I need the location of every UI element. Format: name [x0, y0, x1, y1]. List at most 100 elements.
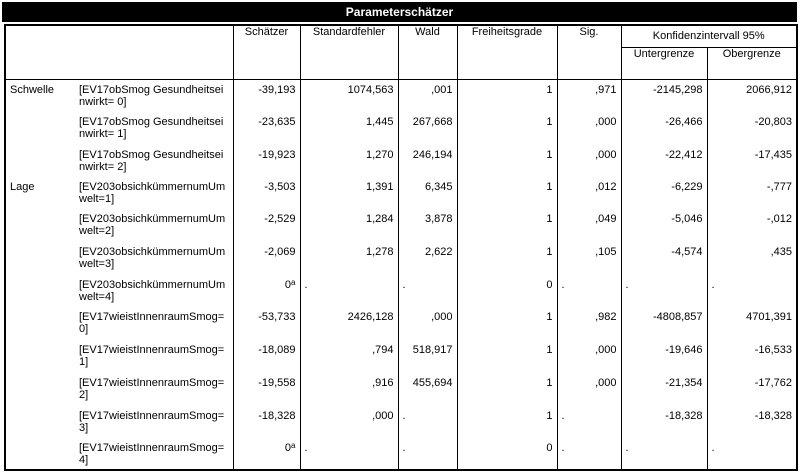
cell-ci-upper-text: -16,533 — [754, 344, 792, 356]
table-row: [EV17obSmog Gesundheitseinwirkt= 2] -19,9… — [5, 145, 797, 177]
table-body: Schwelle [EV17obSmog Gesundheitseinwirkt=… — [5, 79, 797, 470]
cell-wald-text: ,000 — [431, 311, 453, 323]
table-row: [EV17wieistInnenraumSmog=4] 0a.. 0... — [5, 438, 797, 470]
header-wald: Wald — [397, 25, 457, 80]
cell-estimate-text: -19,923 — [258, 149, 296, 161]
cell-std-error-text: . — [304, 279, 308, 291]
row-parameter-label-text: [EV17wieistInnenraumSmog=0] — [79, 311, 225, 335]
table-title: Parameterschätzer — [2, 2, 797, 22]
cell-estimate: -18,089 — [232, 340, 300, 373]
cell-sig: ,000 — [556, 145, 621, 177]
header-ci-lower: Untergrenze — [620, 47, 707, 80]
table-row: [EV17wieistInnenraumSmog=2] -19,558 ,916 45… — [5, 373, 797, 406]
cell-std-error-text: ,794 — [372, 344, 394, 356]
cell-wald: 6,345 — [397, 177, 457, 209]
parameter-table: Schätzer Standardfehler Wald Freiheitsgr… — [4, 24, 798, 471]
row-parameter-label: [EV203obsichkümmernumUmwelt=4] — [75, 275, 233, 307]
cell-df: 0 — [456, 275, 557, 307]
cell-sig: ,012 — [556, 177, 621, 209]
cell-std-error: . — [299, 438, 398, 470]
cell-std-error-text: 1,391 — [365, 181, 394, 193]
cell-estimate-text: 0 — [284, 279, 292, 291]
cell-sig: ,971 — [556, 79, 621, 112]
cell-ci-upper: -,012 — [706, 209, 797, 242]
row-parameter-label: [EV17wieistInnenraumSmog=0] — [75, 307, 233, 340]
row-group-label-text: Schwelle — [10, 83, 55, 96]
cell-ci-lower: -2145,298 — [620, 79, 707, 112]
cell-sig-text: . — [561, 410, 565, 422]
cell-estimate: -2,529 — [232, 209, 300, 242]
table-row: Lage [EV203obsichkümmernumUmwelt=1] -3,503… — [5, 177, 797, 209]
cell-sig-text: . — [561, 279, 565, 291]
cell-std-error: ,794 — [299, 340, 398, 373]
cell-estimate: -2,069 — [232, 242, 300, 275]
cell-std-error-text: 1,284 — [365, 213, 394, 225]
cell-ci-upper: -16,533 — [706, 340, 797, 373]
cell-std-error: ,000 — [299, 406, 398, 438]
cell-std-error: 1,270 — [299, 145, 398, 177]
cell-ci-upper-text: -18,328 — [754, 410, 792, 422]
row-group-label — [5, 112, 75, 145]
header-sig: Sig. — [556, 25, 621, 80]
table-row: [EV203obsichkümmernumUmwelt=3] -2,069 1,27… — [5, 242, 797, 275]
cell-sig: . — [556, 406, 621, 438]
cell-sig: ,000 — [556, 373, 621, 406]
cell-ci-lower-text: -6,229 — [671, 181, 703, 193]
cell-wald-text: 518,917 — [412, 344, 453, 356]
header-ci-upper: Obergrenze — [706, 47, 797, 80]
cell-ci-lower: . — [620, 438, 707, 470]
cell-ci-upper: -17,435 — [706, 145, 797, 177]
cell-sig: ,049 — [556, 209, 621, 242]
cell-sig-text: ,982 — [595, 311, 617, 323]
cell-ci-upper: 2066,912 — [706, 79, 797, 112]
cell-sig: ,000 — [556, 112, 621, 145]
cell-std-error-text: ,000 — [372, 410, 394, 422]
cell-df: 1 — [456, 340, 557, 373]
cell-estimate-text: -19,558 — [258, 377, 296, 389]
cell-wald: . — [397, 406, 457, 438]
cell-ci-lower-text: -4808,857 — [652, 311, 703, 323]
row-group-label — [5, 438, 75, 470]
row-parameter-label-text: [EV203obsichkümmernumUmwelt=1] — [79, 181, 226, 205]
cell-df: 1 — [456, 307, 557, 340]
cell-df-text: 1 — [546, 377, 553, 389]
table-row: [EV203obsichkümmernumUmwelt=4] 0a.. 0... — [5, 275, 797, 307]
cell-std-error: 1,391 — [299, 177, 398, 209]
cell-df: 1 — [456, 79, 557, 112]
cell-ci-lower: -21,354 — [620, 373, 707, 406]
cell-sig: ,982 — [556, 307, 621, 340]
cell-ci-lower-text: -4,574 — [671, 246, 703, 258]
cell-estimate-text: -18,328 — [258, 410, 296, 422]
cell-estimate: 0a — [232, 275, 300, 307]
cell-wald: . — [397, 438, 457, 470]
cell-ci-upper-text: -17,762 — [754, 377, 792, 389]
cell-ci-upper: 4701,391 — [706, 307, 797, 340]
cell-df: 1 — [456, 373, 557, 406]
cell-sig-text: ,971 — [595, 83, 617, 96]
cell-df: 1 — [456, 145, 557, 177]
cell-wald: 518,917 — [397, 340, 457, 373]
row-parameter-label-text: [EV17wieistInnenraumSmog=4] — [79, 442, 225, 466]
cell-estimate: -18,328 — [232, 406, 300, 438]
row-group-label — [5, 373, 75, 406]
cell-df-text: 1 — [546, 410, 553, 422]
cell-ci-upper: -20,803 — [706, 112, 797, 145]
cell-sig-text: ,049 — [595, 213, 617, 225]
cell-wald-text: . — [402, 442, 406, 454]
row-group-label: Lage — [5, 177, 75, 209]
cell-ci-upper: . — [706, 438, 797, 470]
cell-sig-text: ,000 — [595, 149, 617, 161]
cell-wald-text: ,001 — [431, 83, 453, 96]
cell-wald-text: 267,668 — [412, 116, 453, 128]
cell-ci-lower-text: . — [625, 279, 629, 291]
cell-ci-lower-text: . — [625, 442, 629, 454]
cell-wald-text: 246,194 — [412, 149, 453, 161]
cell-estimate: -19,923 — [232, 145, 300, 177]
cell-wald-text: . — [402, 410, 406, 422]
cell-std-error-text: 1,270 — [365, 149, 394, 161]
table-row: [EV17wieistInnenraumSmog=1] -18,089 ,794 51… — [5, 340, 797, 373]
row-parameter-label-text: [EV17obSmog Gesundheitseinwirkt= 1] — [79, 116, 224, 140]
cell-ci-upper-text: . — [711, 442, 715, 454]
cell-estimate-text: -2,069 — [264, 246, 296, 258]
